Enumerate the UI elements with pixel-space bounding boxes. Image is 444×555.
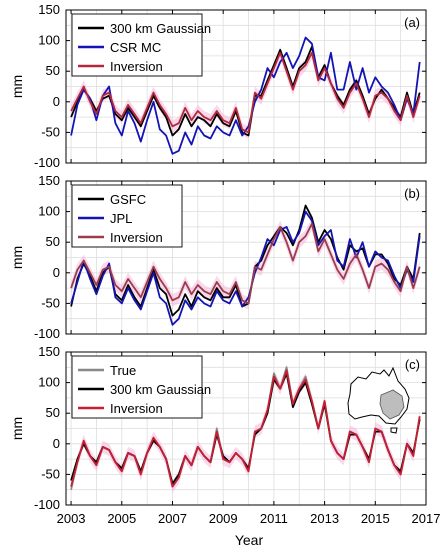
y-tick-label: 0: [53, 265, 60, 280]
series-line-3: [70, 222, 421, 305]
x-tick-label: 2013: [310, 511, 339, 526]
legend-label: 300 km Gaussian: [110, 21, 211, 36]
legend: True 300 km Gaussian Inversion: [71, 355, 211, 419]
y-tick-label: -100: [34, 497, 60, 512]
y-tick-label: 100: [38, 375, 60, 390]
y-tick-label: 50: [46, 234, 60, 249]
x-tick-label: 2007: [158, 511, 187, 526]
x-tick-label: 2015: [361, 511, 390, 526]
legend-label: CSR MC: [110, 40, 161, 55]
y-tick-label: -100: [34, 155, 60, 170]
series-line-1: [70, 45, 421, 137]
x-tick-label: 2003: [57, 511, 86, 526]
chart-panel-2: -100 -50 0 50 100 150 mm (b) GSFC JPL Inversion: [9, 173, 427, 341]
x-axis-label: Year: [235, 532, 264, 548]
y-tick-label: 0: [53, 436, 60, 451]
y-tick-label: 50: [46, 63, 60, 78]
legend-label: Inversion: [110, 401, 163, 416]
y-axis-label: mm: [9, 417, 25, 440]
y-tick-label: 100: [38, 204, 60, 219]
y-tick-label: 100: [38, 33, 60, 48]
plot-frame: [65, 351, 427, 506]
plot-frame: [65, 9, 427, 164]
legend: GSFC JPL Inversion: [71, 184, 183, 248]
panel-label: (c): [405, 357, 420, 372]
australia-map-inset: [347, 366, 410, 434]
x-tick-label: 2017: [412, 511, 441, 526]
x-tick-label: 2009: [209, 511, 238, 526]
panel-label: (a): [404, 15, 420, 30]
y-tick-label: 150: [38, 2, 60, 17]
series-line-1: [70, 204, 421, 317]
y-tick-label: 150: [38, 173, 60, 188]
legend-label: True: [110, 363, 136, 378]
x-tick-label: 2011: [260, 511, 288, 526]
x-tick-label: 2005: [107, 511, 136, 526]
legend-label: Inversion: [110, 59, 163, 74]
legend-label: Inversion: [110, 230, 163, 245]
legend-label: JPL: [110, 211, 132, 226]
legend: 300 km Gaussian CSR MC Inversion: [71, 13, 211, 77]
chart-panel-1: -100 -50 0 50 100 150 mm (a) 300 km Gaussian CSR …: [9, 2, 427, 170]
series-line-3: [70, 51, 421, 134]
y-tick-label: 150: [38, 344, 60, 359]
y-tick-label: 50: [46, 405, 60, 420]
basin-region: [379, 389, 405, 420]
panel-label: (b): [404, 186, 420, 201]
tasmania-outline: [390, 427, 398, 434]
y-tick-label: 0: [53, 94, 60, 109]
legend-label: GSFC: [110, 192, 146, 207]
y-axis-label: mm: [9, 75, 25, 98]
legend-label: 300 km Gaussian: [110, 382, 211, 397]
series-line-3: [70, 369, 421, 488]
y-tick-label: -50: [41, 124, 60, 139]
chart-panel-3: -100 -50 0 50 100 150 2003 2005 2007 2009 2011 2013…: [9, 344, 440, 526]
plot-frame: [65, 180, 427, 335]
y-tick-label: -50: [41, 295, 60, 310]
y-tick-label: -100: [34, 326, 60, 341]
y-tick-label: -50: [41, 466, 60, 481]
y-axis-label: mm: [9, 246, 25, 269]
